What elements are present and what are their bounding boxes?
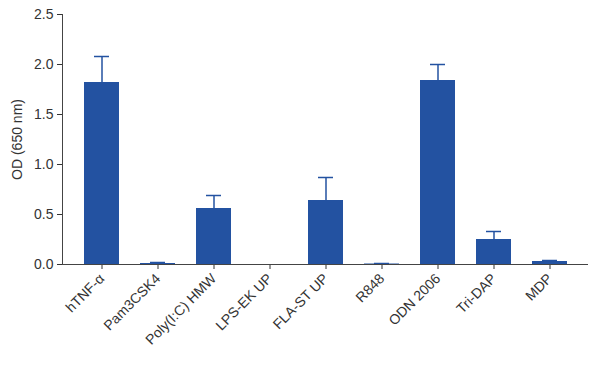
svg-text:OD (650 nm): OD (650 nm) [9, 99, 25, 180]
svg-text:MDP: MDP [522, 270, 555, 303]
svg-text:0.5: 0.5 [34, 206, 54, 222]
svg-text:Tri-DAP: Tri-DAP [453, 270, 499, 316]
svg-text:2.0: 2.0 [34, 56, 54, 72]
svg-text:R848: R848 [352, 270, 387, 305]
svg-text:1.5: 1.5 [34, 106, 54, 122]
svg-text:LPS-EK UP: LPS-EK UP [212, 270, 275, 333]
svg-text:0.0: 0.0 [34, 256, 54, 272]
svg-text:FLA-ST UP: FLA-ST UP [270, 270, 332, 332]
svg-text:ODN 2006: ODN 2006 [385, 270, 443, 328]
svg-text:hTNF-α: hTNF-α [62, 270, 107, 315]
svg-text:1.0: 1.0 [34, 156, 54, 172]
svg-text:Pam3CSK4: Pam3CSK4 [100, 270, 164, 334]
svg-text:2.5: 2.5 [34, 6, 54, 22]
svg-text:Poly(I:C) HMW: Poly(I:C) HMW [142, 270, 220, 348]
